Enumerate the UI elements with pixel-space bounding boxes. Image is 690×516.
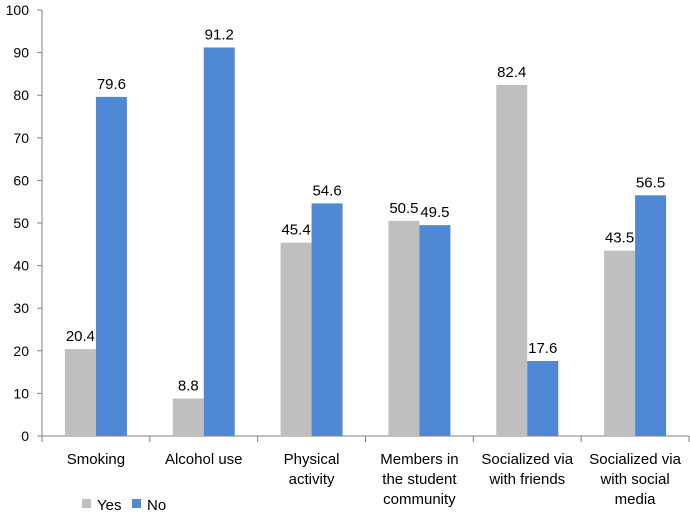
bar-no-5 [635,195,667,436]
y-tick-label: 30 [13,300,29,316]
data-labels: 20.4 79.6 8.8 91.2 45.4 54.6 50.5 49.5 82.4 17.6 4… [66,26,665,394]
y-tick-label: 100 [6,2,30,18]
category-label-5: Socialized via [589,451,681,468]
data-label-yes-3: 50.5 [389,200,418,217]
legend-swatch-yes [82,499,91,508]
axes: 0 10 20 30 40 50 60 70 80 90 100 [6,2,690,444]
y-tick-label: 40 [13,258,29,274]
bars [64,47,667,437]
data-label-no-2: 54.6 [312,182,341,199]
bar-no-2 [311,203,343,436]
legend: Yes No [82,497,166,514]
bar-no-0 [95,96,127,437]
y-tick-label: 80 [13,87,29,103]
data-label-yes-0: 20.4 [66,328,95,345]
bar-yes-5 [604,250,636,436]
bar-yes-0 [64,349,96,436]
category-label-4: Socialized via [481,451,573,468]
category-labels: Smoking Alcohol use Physical activity Member… [67,451,682,508]
bar-yes-1 [172,398,204,436]
category-label-0: Smoking [67,451,125,468]
legend-label-yes: Yes [97,497,121,514]
category-label-5: media [615,491,657,508]
data-label-yes-5: 43.5 [605,230,634,247]
data-label-no-0: 79.6 [97,76,126,93]
bar-no-1 [203,47,235,436]
y-tick-label: 10 [13,385,29,401]
data-label-no-5: 56.5 [636,174,665,191]
bar-yes-3 [388,220,420,436]
data-label-yes-1: 8.8 [178,378,199,395]
category-label-5: with social [599,471,669,488]
data-label-yes-2: 45.4 [281,222,310,239]
category-label-3: community [383,491,456,508]
category-label-1: Alcohol use [165,451,243,468]
y-tick-label: 70 [13,130,29,146]
category-label-3: the student [382,471,457,488]
y-tick-label: 0 [21,428,29,444]
y-tick-label: 20 [13,343,29,359]
category-label-2: Physical [284,451,340,468]
category-label-4: with friends [488,471,565,488]
bar-no-3 [419,225,451,436]
bar-no-4 [527,361,559,436]
legend-swatch-no [132,499,141,508]
data-label-no-1: 91.2 [205,26,234,43]
data-label-yes-4: 82.4 [497,64,526,81]
bar-yes-4 [496,84,528,436]
y-tick-label: 60 [13,172,29,188]
data-label-no-4: 17.6 [528,340,557,357]
category-label-3: Members in [380,451,458,468]
legend-label-no: No [147,497,166,514]
data-label-no-3: 49.5 [420,204,449,221]
bar-yes-2 [280,242,312,436]
category-label-2: activity [289,471,335,488]
y-tick-label: 50 [13,215,29,231]
y-tick-label: 90 [13,45,29,61]
